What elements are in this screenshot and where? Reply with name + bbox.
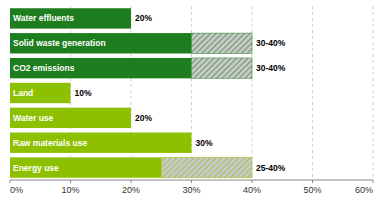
bars [10,8,252,178]
tick-mark [131,180,132,183]
bar-hatched [131,8,132,28]
grid-line [252,6,253,180]
bar-solid [10,33,192,53]
category-label: Solid waste generation [13,38,106,48]
category-label: Raw materials use [13,138,87,148]
x-axis: 0% 10% 20% 30% 40% 50% 60% [10,180,373,195]
tick-mark [10,180,11,183]
bar-solid [10,108,131,128]
bar-hatched [70,83,71,103]
chart: Water effluents 20% Solid waste generation… [0,0,387,200]
tick-mark [252,180,253,183]
category-label: Land [13,88,33,98]
grid-line [191,6,192,180]
tick-label: 40% [243,185,261,195]
tick-mark [373,180,374,183]
tick-label: 50% [303,185,321,195]
bar-hatched [161,157,252,177]
bar-hatched [131,108,132,128]
bar-hatched [192,58,253,78]
data-label: 30-40% [256,38,286,48]
grid-line [131,6,132,180]
chart-container: Water effluents 20% Solid waste generation… [0,0,387,200]
bar-hatched [191,133,192,153]
tick-label: 0% [10,185,23,195]
tick-mark [191,180,192,183]
category-label: Water use [13,113,54,123]
tick-mark [312,180,313,183]
grid-line [373,6,374,180]
category-label: CO2 emissions [13,63,75,73]
bar-solid [10,58,192,78]
tick-label: 30% [182,185,200,195]
data-label: 10% [75,88,92,98]
data-label: 25-40% [256,163,286,173]
bar-solid [10,8,131,28]
data-label: 30-40% [256,63,286,73]
tick-label: 10% [61,185,79,195]
data-label: 30% [196,138,213,148]
category-label: Water effluents [13,13,74,23]
tick-mark [70,180,71,183]
tick-label: 20% [122,185,140,195]
tick-label: 60% [355,185,373,195]
labels: Water effluents 20% Solid waste generation… [13,13,286,172]
grid [71,6,374,180]
grid-line [312,6,313,180]
bar-hatched [192,33,253,53]
data-label: 20% [135,113,152,123]
data-label: 20% [135,13,152,23]
category-label: Energy use [13,163,59,173]
bar-solid [10,83,71,103]
bar-solid [10,157,161,177]
bar-solid [10,133,192,153]
